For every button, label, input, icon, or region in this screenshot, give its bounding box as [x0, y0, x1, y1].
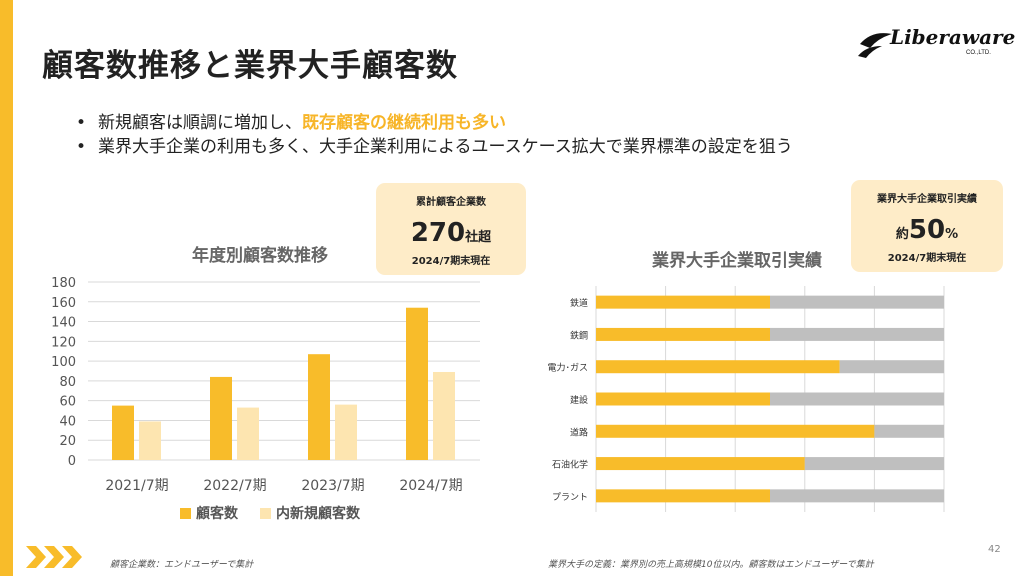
y-tick-label: 20 [59, 434, 76, 449]
bar-remainder [874, 424, 944, 438]
bar-new-customers [237, 407, 259, 460]
y-tick-label: 180 [51, 276, 76, 291]
y-tick-label: 40 [59, 414, 76, 429]
bar-remainder [770, 327, 944, 341]
logo-mark-icon [858, 33, 892, 58]
category-label: 石油化学 [552, 459, 588, 471]
callout-note: 2024/7期末現在 [887, 253, 967, 264]
page-number: 42 [988, 544, 1001, 555]
y-tick-label: 80 [59, 375, 76, 390]
logo-text: Liberaware [890, 25, 1016, 49]
chart-title-major: 業界大手企業取引実績 [652, 251, 822, 271]
category-label: 鉄鋼 [570, 329, 588, 341]
bullet-dot-icon: • [76, 113, 87, 133]
y-tick-label: 0 [68, 454, 76, 469]
y-tick-label: 160 [51, 296, 76, 311]
legend-label: 顧客数 [196, 505, 239, 522]
bullet-text: 業界大手企業の利用も多く、大手企業利用によるユースケース拡大で業界標準の設定を狙… [98, 137, 793, 157]
bar-share [596, 424, 875, 438]
logo-subtext: CO.,LTD. [966, 50, 991, 56]
bar-share [596, 327, 770, 341]
page-title: 顧客数推移と業界大手顧客数 [42, 48, 458, 84]
bullet-highlight: 既存顧客の継続利用も多い [302, 113, 506, 133]
legend-swatch [180, 508, 191, 519]
callout-value: 50 [908, 215, 946, 245]
footnote-right: 業界大手の定義：業界別の売上高規模10位以内。顧客数はエンドユーザーで集計 [548, 560, 874, 570]
bullet-text: 新規顧客は順調に増加し、 [98, 113, 302, 133]
callout-label: 累計顧客企業数 [416, 197, 486, 208]
bullet-list: • 新規顧客は順調に増加し、既存顧客の継続利用も多い • 業界大手企業の利用も多く、… [76, 111, 793, 159]
y-tick-label: 120 [51, 335, 76, 350]
left-accent-bar [0, 0, 13, 576]
callout-total-customers: 累計顧客企業数 270社超 2024/7期末現在 [376, 183, 526, 275]
x-tick-label: 2023/7期 [301, 478, 364, 494]
bar-customers [112, 405, 134, 460]
bar-share [596, 457, 805, 471]
callout-prefix: 約 [895, 227, 909, 242]
callout-note: 2024/7期末現在 [411, 256, 491, 267]
bullet-item: • 新規顧客は順調に増加し、既存顧客の継続利用も多い [76, 111, 793, 135]
callout-unit: % [945, 227, 959, 242]
bar-new-customers [139, 421, 161, 460]
y-tick-label: 140 [51, 316, 76, 331]
x-tick-label: 2022/7期 [203, 478, 266, 494]
callout-major-clients: 業界大手企業取引実績 約50% 2024/7期末現在 [851, 180, 1003, 272]
bar-share [596, 489, 770, 503]
y-tick-label: 100 [51, 355, 76, 370]
callout-label: 業界大手企業取引実績 [877, 194, 977, 205]
bar-remainder [770, 392, 944, 406]
category-label: 鉄道 [570, 297, 588, 309]
callout-unit: 社超 [465, 230, 492, 245]
x-tick-label: 2024/7期 [399, 478, 462, 494]
footnote-left: 顧客企業数：エンドユーザーで集計 [110, 560, 254, 570]
category-label: プラント [552, 492, 588, 503]
bar-share [596, 295, 770, 309]
bar-remainder [839, 360, 944, 374]
bar-new-customers [335, 404, 357, 460]
callout-value: 270 [410, 218, 466, 248]
bullet-dot-icon: • [76, 137, 87, 157]
bar-new-customers [433, 371, 455, 460]
bar-share [596, 392, 770, 406]
company-logo: Liberaware CO.,LTD. [856, 22, 1015, 62]
bullet-item: • 業界大手企業の利用も多く、大手企業利用によるユースケース拡大で業界標準の設定を… [76, 135, 793, 159]
bar-share [596, 360, 840, 374]
category-label: 建設 [570, 394, 588, 406]
bar-customers [406, 307, 428, 460]
bar-customers [210, 376, 232, 460]
y-tick-label: 60 [59, 395, 76, 410]
bar-remainder [804, 457, 944, 471]
bar-remainder [770, 489, 944, 503]
chart-title-customers: 年度別顧客数推移 [192, 246, 328, 266]
category-label: 道路 [570, 426, 588, 438]
chevron-arrows-icon [26, 546, 82, 568]
category-label: 電力･ガス [547, 362, 588, 374]
bar-remainder [770, 295, 944, 309]
legend-label: 内新規顧客数 [276, 505, 361, 522]
x-tick-label: 2021/7期 [105, 478, 168, 494]
legend-swatch [260, 508, 271, 519]
customer-count-chart: 0 20 40 60 80 100 120 140 160 180 2021/7期 2022/7期 20… [51, 276, 480, 522]
bar-customers [308, 354, 330, 460]
